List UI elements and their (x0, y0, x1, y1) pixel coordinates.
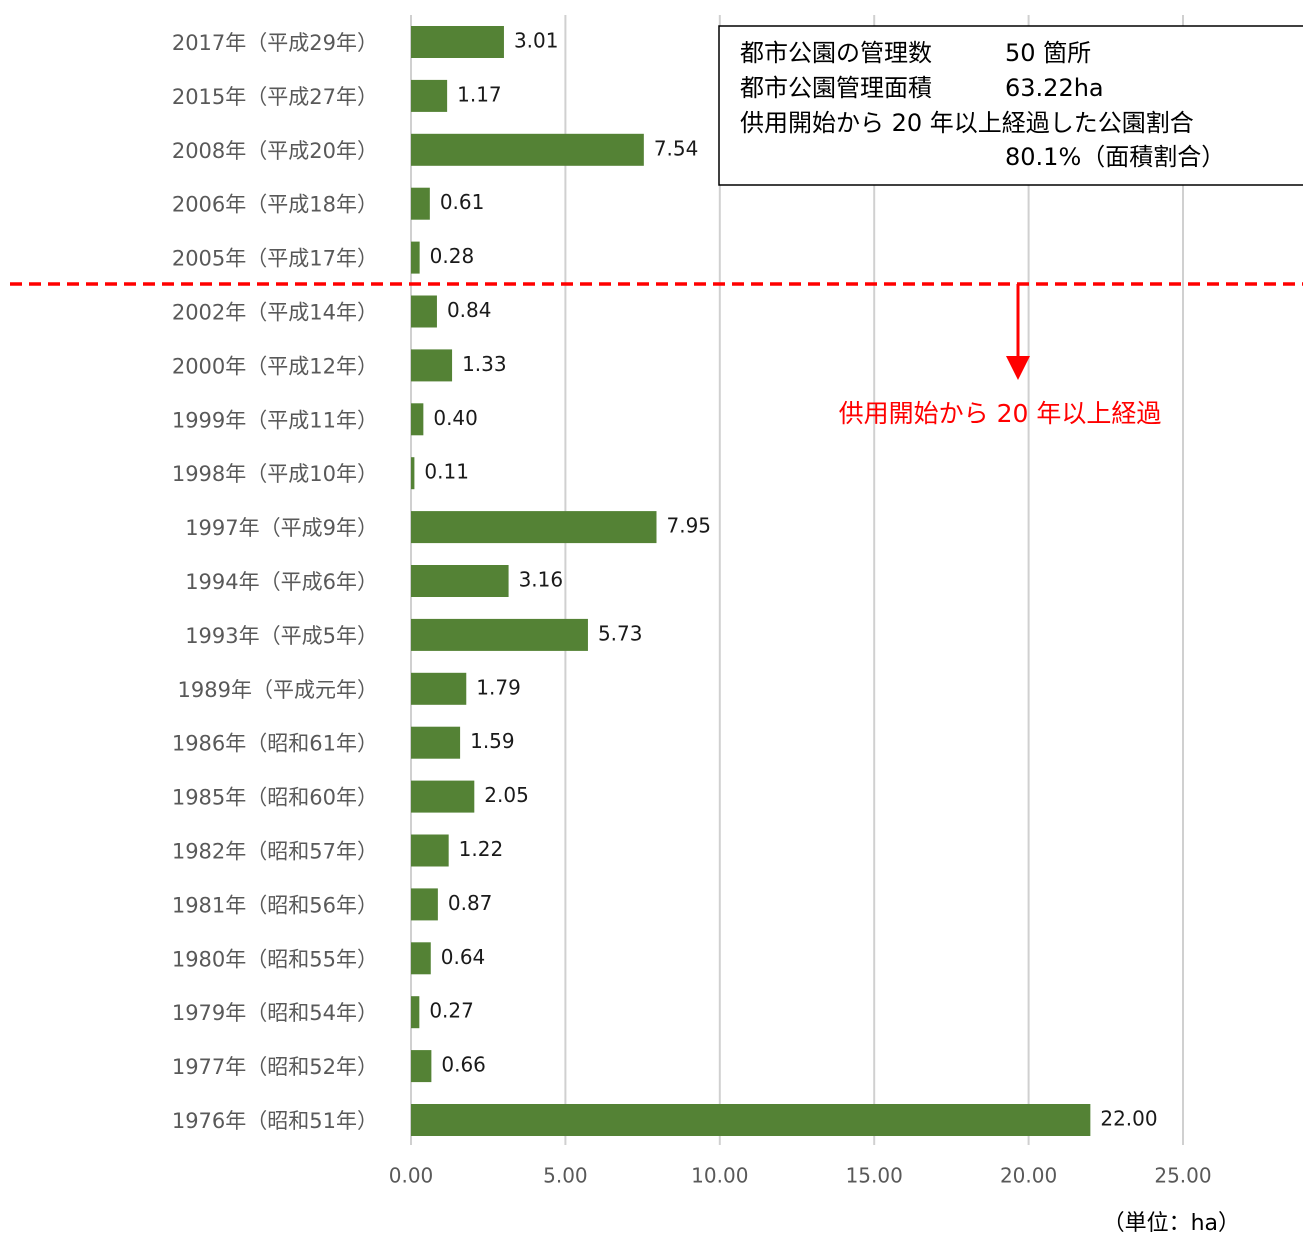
bar (411, 834, 449, 867)
y-tick-label: 2000年（平成12年） (172, 354, 378, 378)
value-label: 0.61 (440, 190, 485, 214)
value-label: 0.40 (433, 406, 478, 430)
y-tick-label: 1976年（昭和51年） (172, 1109, 378, 1133)
x-tick-label: 5.00 (543, 1164, 588, 1188)
y-tick-label: 2006年（平成18年） (172, 193, 378, 217)
x-tick-label: 25.00 (1154, 1164, 1211, 1188)
bar (411, 349, 453, 382)
y-tick-label: 1977年（昭和52年） (172, 1055, 378, 1079)
y-tick-label: 1989年（平成元年） (178, 678, 378, 702)
bar (411, 780, 475, 813)
bar (411, 403, 424, 436)
y-tick-label: 1986年（昭和61年） (172, 732, 378, 756)
y-tick-label: 2002年（平成14年） (172, 301, 378, 325)
info-text: 50 箇所 (1005, 39, 1091, 67)
bar (411, 241, 420, 274)
info-text: 63.22ha (1005, 74, 1104, 102)
bar (411, 26, 504, 58)
value-label: 0.87 (448, 891, 493, 915)
value-label: 22.00 (1100, 1107, 1157, 1131)
bar (411, 133, 644, 166)
y-tick-label: 2015年（平成27年） (172, 85, 378, 109)
bar (411, 457, 415, 490)
value-label: 0.84 (447, 298, 492, 322)
value-label: 1.33 (462, 352, 507, 376)
bar (411, 996, 420, 1029)
value-label: 0.11 (424, 460, 469, 484)
y-tick-label: 1985年（昭和60年） (172, 786, 378, 810)
value-label: 1.17 (457, 82, 502, 106)
x-tick-label: 20.00 (1000, 1164, 1057, 1188)
value-label: 3.16 (519, 568, 564, 592)
x-tick-label: 0.00 (389, 1164, 434, 1188)
info-text: 都市公園の管理数 (740, 39, 932, 67)
y-tick-label: 2008年（平成20年） (172, 139, 378, 163)
y-tick-label: 1994年（平成6年） (185, 570, 378, 594)
y-tick-label: 1979年（昭和54年） (172, 1001, 378, 1025)
bar (411, 295, 437, 328)
x-tick-label: 15.00 (846, 1164, 903, 1188)
bar (411, 942, 431, 975)
value-label: 5.73 (598, 621, 643, 645)
y-tick-label: 1999年（平成11年） (172, 408, 378, 432)
bar (411, 888, 438, 921)
x-tick-label: 10.00 (691, 1164, 748, 1188)
unit-label: （単位：ha） (1103, 1211, 1240, 1236)
bar (411, 565, 509, 597)
y-tick-label: 1993年（平成5年） (185, 624, 378, 648)
value-label: 7.54 (654, 136, 699, 160)
y-tick-label: 1982年（昭和57年） (172, 840, 378, 864)
value-label: 0.27 (429, 999, 474, 1023)
y-tick-label: 1998年（平成10年） (172, 462, 378, 486)
bar (411, 79, 448, 112)
bar (411, 726, 461, 759)
info-box (718, 25, 1303, 186)
y-tick-label: 1997年（平成9年） (185, 516, 378, 540)
value-label: 2.05 (484, 783, 529, 807)
arrow-head (1006, 356, 1030, 380)
info-text: 供用開始から 20 年以上経過した公園割合 (740, 109, 1194, 137)
value-label: 0.66 (441, 1053, 486, 1077)
info-text: 都市公園管理面積 (740, 74, 932, 102)
value-label: 3.01 (514, 29, 559, 53)
bar (411, 618, 588, 651)
value-label: 1.59 (470, 729, 515, 753)
info-text: 80.1%（面積割合） (1005, 143, 1225, 171)
y-tick-label: 2005年（平成17年） (172, 247, 378, 271)
value-label: 1.79 (476, 675, 521, 699)
bar (411, 1050, 432, 1083)
bar (411, 511, 657, 544)
value-label: 0.64 (441, 945, 486, 969)
y-tick-label: 2017年（平成29年） (172, 31, 378, 55)
threshold-annotation: 供用開始から 20 年以上経過 (839, 399, 1162, 428)
y-tick-label: 1980年（昭和55年） (172, 947, 378, 971)
value-label: 0.28 (430, 244, 475, 268)
y-tick-label: 1981年（昭和56年） (172, 893, 378, 917)
bar (411, 1104, 1091, 1136)
bar (411, 672, 467, 705)
value-label: 1.22 (459, 837, 504, 861)
value-label: 7.95 (666, 514, 711, 538)
bar (411, 187, 430, 220)
